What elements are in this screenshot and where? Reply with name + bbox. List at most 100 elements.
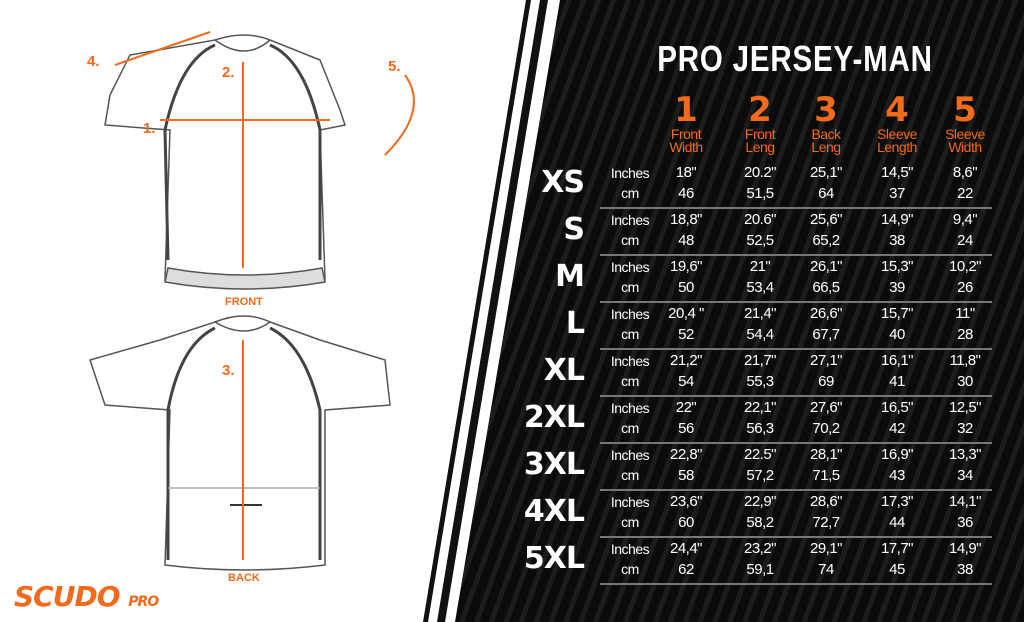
unit-cm: cm xyxy=(621,326,639,342)
size-label: S xyxy=(563,212,585,247)
value-inches: 24,4" xyxy=(669,540,703,557)
size-label: XS xyxy=(541,165,585,200)
value-cm: 39 xyxy=(889,279,905,296)
value-cm: 50 xyxy=(678,279,694,296)
value-cm: 30 xyxy=(957,373,973,390)
size-row: 5XL Inches cm 24,4" 62 23,2" 59,1 29,1" 74 17,7" 4… xyxy=(0,539,1024,586)
value-inches: 18" xyxy=(675,164,697,181)
size-row: L Inches cm 20,4 " 52 21,4" 54,4 26,6" 67,7 15,7"… xyxy=(0,304,1024,351)
value-cm: 52 xyxy=(678,326,694,343)
unit-cm: cm xyxy=(621,467,639,483)
column-number: 4 xyxy=(885,90,909,130)
value-inches: 17,3" xyxy=(880,493,914,510)
column-header: 3 Back Leng xyxy=(786,92,866,154)
row-divider xyxy=(600,301,992,303)
dark-panel xyxy=(455,0,1024,622)
value-inches: 21,2" xyxy=(669,352,703,369)
value-cm: 34 xyxy=(957,467,973,484)
unit-cm: cm xyxy=(621,373,639,389)
row-divider xyxy=(600,536,992,538)
value-inches: 27,1" xyxy=(809,352,843,369)
value-inches: 14,5" xyxy=(880,164,914,181)
value-cm: 66,5 xyxy=(812,279,840,296)
value-cm: 55,3 xyxy=(746,373,774,390)
column-number: 3 xyxy=(814,90,838,130)
row-divider xyxy=(600,489,992,491)
value-cm: 59,1 xyxy=(746,561,774,578)
value-cm: 57,2 xyxy=(746,467,774,484)
value-inches: 9,4" xyxy=(952,211,978,228)
marker-5: 5. xyxy=(388,58,401,75)
row-divider xyxy=(600,254,992,256)
value-inches: 22,1" xyxy=(743,399,777,416)
value-inches: 21" xyxy=(749,258,771,275)
panel-edge-stripe xyxy=(423,0,531,622)
value-cm: 54,4 xyxy=(746,326,774,343)
value-cm: 37 xyxy=(889,185,905,202)
value-cm: 54 xyxy=(678,373,694,390)
column-label: Length xyxy=(877,139,917,155)
value-inches: 25,6" xyxy=(809,211,843,228)
marker-3: 3. xyxy=(222,362,235,379)
value-cm: 56 xyxy=(678,420,694,437)
value-cm: 72,7 xyxy=(812,514,840,531)
value-inches: 22,8" xyxy=(669,446,703,463)
size-row: 4XL Inches cm 23,6" 60 22,9" 58,2 28,6" 72,7 17,3… xyxy=(0,492,1024,539)
unit-inches: Inches xyxy=(610,212,650,228)
size-label: XL xyxy=(543,353,585,388)
unit-cm: cm xyxy=(621,561,639,577)
value-cm: 58,2 xyxy=(746,514,774,531)
value-cm: 74 xyxy=(818,561,834,578)
value-inches: 21,4" xyxy=(743,305,777,322)
value-cm: 70,2 xyxy=(812,420,840,437)
value-inches: 26,1" xyxy=(809,258,843,275)
column-label: Front xyxy=(744,126,776,142)
value-inches: 23,2" xyxy=(743,540,777,557)
column-label: Leng xyxy=(745,139,775,155)
value-inches: 13,3" xyxy=(948,446,982,463)
column-header: 2 Front Leng xyxy=(720,92,800,154)
value-inches: 22.5" xyxy=(743,446,777,463)
column-label: Sleeve xyxy=(877,126,917,142)
unit-inches: Inches xyxy=(610,494,650,510)
row-divider xyxy=(600,442,992,444)
value-inches: 27,6" xyxy=(809,399,843,416)
value-inches: 17,7" xyxy=(880,540,914,557)
front-label: FRONT xyxy=(225,296,263,308)
size-row: 3XL Inches cm 22,8" 58 22.5" 57,2 28,1" 71,5 16,9… xyxy=(0,445,1024,492)
value-cm: 69 xyxy=(818,373,834,390)
value-inches: 22,9" xyxy=(743,493,777,510)
value-cm: 32 xyxy=(957,420,973,437)
value-cm: 40 xyxy=(889,326,905,343)
value-cm: 48 xyxy=(678,232,694,249)
unit-inches: Inches xyxy=(610,165,650,181)
panel-edge-stripe xyxy=(437,0,548,622)
value-cm: 45 xyxy=(889,561,905,578)
value-cm: 62 xyxy=(678,561,694,578)
front-jersey-drawing xyxy=(104,34,346,290)
value-cm: 42 xyxy=(889,420,905,437)
value-inches: 20,4 " xyxy=(668,305,704,322)
row-divider xyxy=(600,395,992,397)
size-label: 5XL xyxy=(523,541,585,576)
value-cm: 22 xyxy=(957,185,973,202)
column-header: 1 Front Width xyxy=(646,92,726,154)
value-cm: 38 xyxy=(957,561,973,578)
value-inches: 16,9" xyxy=(880,446,914,463)
unit-inches: Inches xyxy=(610,353,650,369)
value-inches: 28,1" xyxy=(809,446,843,463)
size-label: L xyxy=(565,306,585,341)
value-cm: 44 xyxy=(889,514,905,531)
value-inches: 20.2" xyxy=(743,164,777,181)
row-divider xyxy=(600,207,992,209)
value-cm: 56,3 xyxy=(746,420,774,437)
value-cm: 38 xyxy=(889,232,905,249)
unit-cm: cm xyxy=(621,279,639,295)
value-inches: 19,6" xyxy=(669,258,703,275)
value-cm: 41 xyxy=(889,373,905,390)
row-divider xyxy=(600,583,992,585)
column-number: 2 xyxy=(748,90,772,130)
size-row: 2XL Inches cm 22" 56 22,1" 56,3 27,6" 70,2 16,5" 4… xyxy=(0,398,1024,445)
unit-inches: Inches xyxy=(610,541,650,557)
unit-cm: cm xyxy=(621,232,639,248)
